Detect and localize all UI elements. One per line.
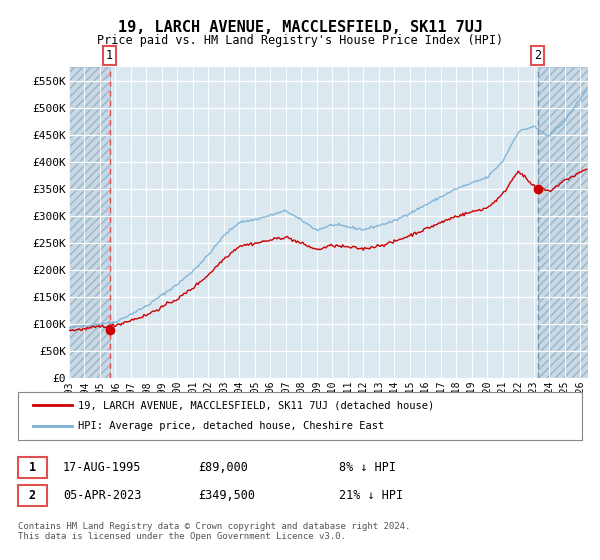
Text: 2: 2 xyxy=(534,49,541,62)
Text: 1: 1 xyxy=(106,49,113,62)
Text: 17-AUG-1995: 17-AUG-1995 xyxy=(63,461,142,474)
Text: 19, LARCH AVENUE, MACCLESFIELD, SK11 7UJ: 19, LARCH AVENUE, MACCLESFIELD, SK11 7UJ xyxy=(118,20,482,35)
Text: 8% ↓ HPI: 8% ↓ HPI xyxy=(339,461,396,474)
Text: 1: 1 xyxy=(29,461,36,474)
Bar xyxy=(69,67,110,378)
Bar xyxy=(538,67,588,378)
Text: HPI: Average price, detached house, Cheshire East: HPI: Average price, detached house, Ches… xyxy=(78,421,384,431)
Text: 21% ↓ HPI: 21% ↓ HPI xyxy=(339,489,403,502)
Bar xyxy=(69,67,110,378)
Text: Contains HM Land Registry data © Crown copyright and database right 2024.
This d: Contains HM Land Registry data © Crown c… xyxy=(18,522,410,542)
Text: £89,000: £89,000 xyxy=(198,461,248,474)
Text: 19, LARCH AVENUE, MACCLESFIELD, SK11 7UJ (detached house): 19, LARCH AVENUE, MACCLESFIELD, SK11 7UJ… xyxy=(78,400,434,410)
Text: £349,500: £349,500 xyxy=(198,489,255,502)
Text: Price paid vs. HM Land Registry's House Price Index (HPI): Price paid vs. HM Land Registry's House … xyxy=(97,34,503,46)
Text: 2: 2 xyxy=(29,489,36,502)
Text: 05-APR-2023: 05-APR-2023 xyxy=(63,489,142,502)
Bar xyxy=(538,67,588,378)
